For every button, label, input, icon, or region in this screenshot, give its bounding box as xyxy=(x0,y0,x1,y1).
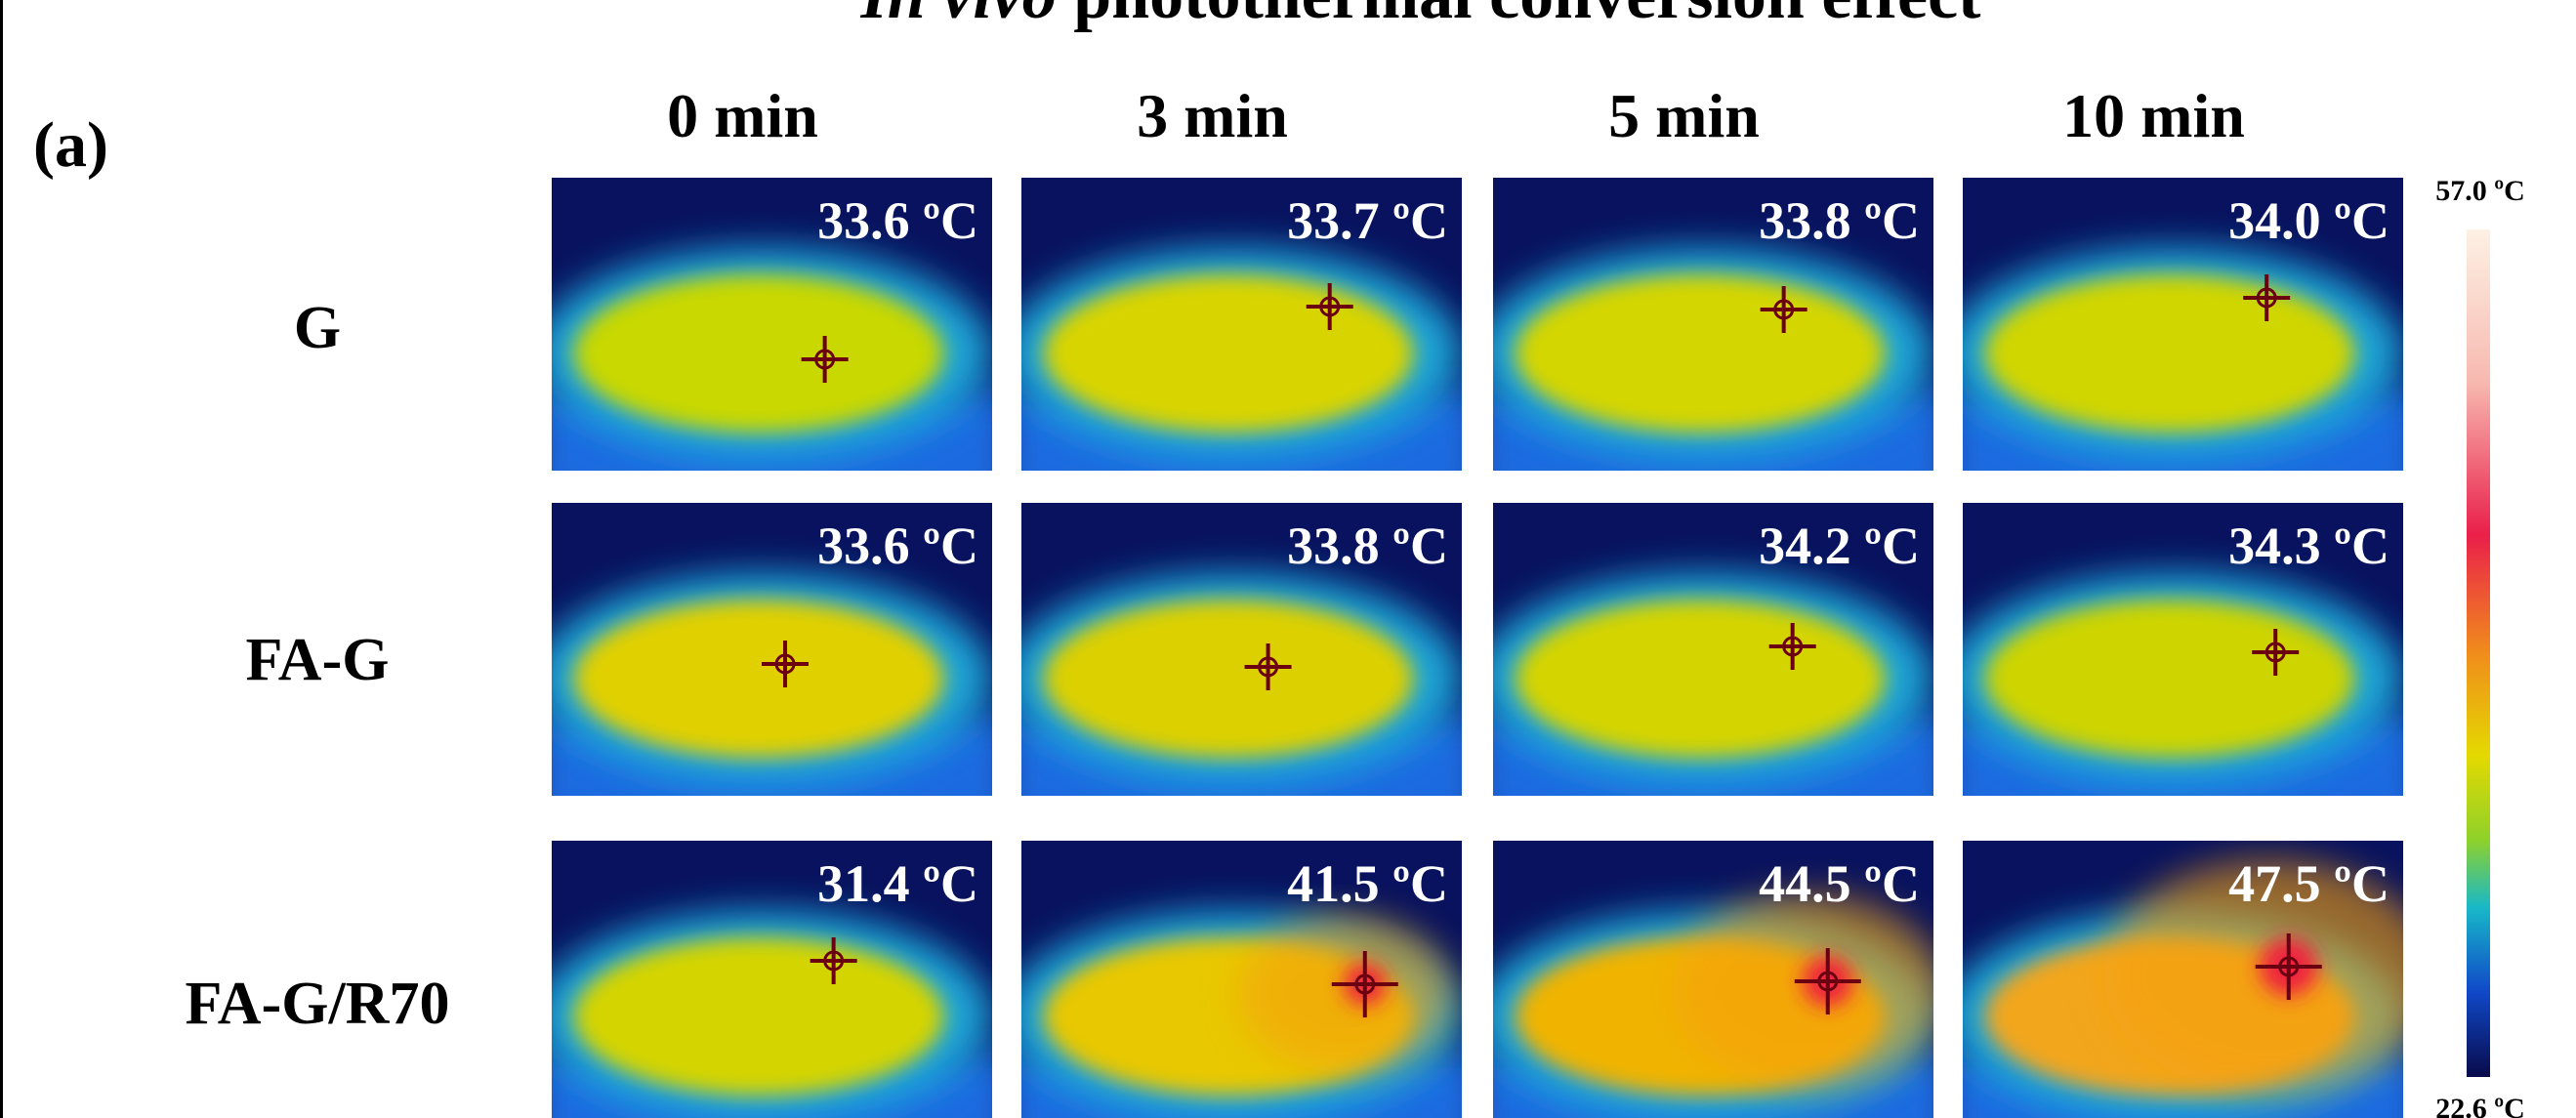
thermal-image: 33.6 ºC xyxy=(532,503,1012,831)
figure: In vivo photothermal conversion effect (… xyxy=(0,0,2576,1118)
warm-zone xyxy=(1238,916,1453,1072)
column-heading: 10 min xyxy=(2062,81,2245,150)
panel-label: (a) xyxy=(33,109,108,181)
mouse-body xyxy=(1044,274,1414,433)
thermal-image: 41.5 ºC xyxy=(1002,841,1481,1118)
column-heading: 3 min xyxy=(1137,81,1288,150)
mouse-body xyxy=(574,600,944,758)
colorbar xyxy=(2467,229,2490,1077)
thermal-image: 34.0 ºC xyxy=(1943,178,2423,506)
temperature: 44.5 ºC xyxy=(1759,854,1920,913)
temperature: 31.4 ºC xyxy=(817,854,978,913)
temperature: 33.6 ºC xyxy=(817,517,978,575)
temperature: 34.2 ºC xyxy=(1759,517,1920,575)
temperature: 47.5 ºC xyxy=(2228,854,2389,913)
colorbar-max: 57.0 ºC xyxy=(2435,175,2525,207)
mouse-body xyxy=(1516,274,1886,433)
thermal-image: 33.8 ºC xyxy=(1002,503,1481,831)
thermal-image: 31.4 ºC xyxy=(532,841,1012,1118)
mouse-body xyxy=(1985,274,2355,433)
thermal-image: 33.6 ºC xyxy=(532,178,1012,506)
row-label: FA-G/R70 xyxy=(186,971,450,1037)
column-heading: 0 min xyxy=(667,81,818,150)
temperature: 33.6 ºC xyxy=(817,191,978,250)
temperature: 33.8 ºC xyxy=(1759,191,1920,250)
temperature: 33.7 ºC xyxy=(1287,191,1448,250)
colorbar-min: 22.6 ºC xyxy=(2435,1093,2525,1118)
row-label: FA-G xyxy=(246,627,390,693)
thermal-image: 34.3 ºC xyxy=(1943,503,2423,831)
mouse-body xyxy=(1985,600,2355,758)
temperature: 33.8 ºC xyxy=(1287,517,1448,575)
mouse-body xyxy=(1044,600,1414,758)
title: In vivo photothermal conversion effect xyxy=(860,0,1981,33)
mouse-body xyxy=(1516,600,1886,758)
row-label: G xyxy=(294,295,341,361)
thermal-image: 33.7 ºC xyxy=(1002,178,1481,506)
mouse-body xyxy=(574,937,944,1096)
thermal-image: 34.2 ºC xyxy=(1474,503,1953,831)
column-heading: 5 min xyxy=(1608,81,1760,150)
thermal-image: 33.8 ºC xyxy=(1474,178,1953,506)
temperature: 34.3 ºC xyxy=(2228,517,2389,575)
temperature: 34.0 ºC xyxy=(2228,191,2389,250)
thermal-image: 44.5 ºC xyxy=(1474,841,1953,1118)
thermal-image: 47.5 ºC xyxy=(1943,841,2435,1118)
temperature: 41.5 ºC xyxy=(1287,854,1448,913)
mouse-body xyxy=(574,274,944,433)
